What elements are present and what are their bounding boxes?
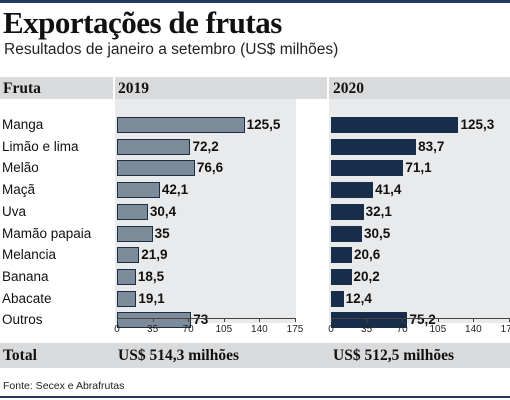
x-tick-label-2020: 140 bbox=[465, 324, 482, 335]
total-2020: US$ 512,5 milhões bbox=[333, 347, 454, 364]
value-label-2020: 75,2 bbox=[409, 312, 436, 328]
bar-2020 bbox=[331, 117, 459, 133]
bar-2019 bbox=[117, 182, 160, 199]
bar-2019 bbox=[117, 247, 140, 264]
value-label-2020: 32,1 bbox=[365, 203, 392, 219]
x-tick-label-2020: 175 bbox=[500, 324, 510, 335]
total-2019: US$ 514,3 milhões bbox=[118, 347, 239, 364]
bar-2019 bbox=[117, 203, 148, 220]
x-tick-label-2019: 70 bbox=[182, 324, 194, 335]
value-label-2020: 20,2 bbox=[353, 268, 380, 284]
top-rule bbox=[0, 0, 510, 3]
category-label: Abacate bbox=[2, 290, 52, 306]
x-tick-label-2019: 35 bbox=[147, 324, 159, 335]
bar-2020 bbox=[331, 182, 374, 199]
x-tick-2019 bbox=[259, 318, 261, 322]
category-label: Maçã bbox=[2, 182, 36, 198]
category-label: Banana bbox=[2, 268, 49, 284]
category-label: Manga bbox=[2, 117, 44, 132]
value-label-2020: 71,1 bbox=[405, 160, 432, 176]
bar-2020 bbox=[331, 290, 344, 307]
x-tick-label-2020: 105 bbox=[429, 324, 447, 335]
value-label-2020: 83,7 bbox=[418, 138, 445, 154]
divider-right bbox=[327, 77, 329, 343]
bar-2019 bbox=[117, 117, 245, 133]
x-tick-2019 bbox=[188, 318, 190, 322]
bar-2019 bbox=[117, 160, 195, 177]
value-label-2020: 30,5 bbox=[364, 225, 391, 241]
x-tick-label-2019: 175 bbox=[286, 324, 304, 335]
value-label-2020: 20,6 bbox=[353, 247, 381, 263]
header-band bbox=[0, 77, 510, 99]
chart-subtitle: Resultados de janeiro a setembro (US$ mi… bbox=[4, 41, 339, 58]
x-tick-2020 bbox=[473, 318, 475, 322]
chart-title: Exportações de frutas bbox=[3, 5, 282, 40]
category-label: Melão bbox=[2, 160, 39, 176]
category-label: Melancia bbox=[2, 247, 57, 263]
column-header-2020: 2020 bbox=[333, 80, 364, 97]
x-axis-2019 bbox=[117, 318, 295, 319]
bar-2020 bbox=[331, 225, 363, 242]
value-label-2019: 35 bbox=[154, 225, 170, 241]
value-label-2019: 72,2 bbox=[192, 138, 219, 154]
x-tick-label-2019: 140 bbox=[251, 324, 268, 335]
value-label-2019: 42,1 bbox=[161, 182, 189, 198]
x-tick-label-2020: 0 bbox=[328, 324, 334, 335]
source-note: Fonte: Secex e Abrafrutas bbox=[3, 380, 125, 392]
value-label-2019: 21,9 bbox=[141, 247, 168, 263]
bottom-rule bbox=[0, 396, 510, 398]
x-tick-2020 bbox=[366, 318, 368, 322]
x-tick-label-2020: 35 bbox=[361, 324, 373, 335]
x-tick-2020 bbox=[331, 318, 332, 322]
value-label-2019: 73 bbox=[193, 312, 209, 328]
value-label-2019: 30,4 bbox=[149, 203, 177, 219]
value-label-2019: 125,5 bbox=[246, 117, 281, 132]
category-label: Uva bbox=[2, 203, 27, 219]
x-tick-2019 bbox=[223, 318, 225, 322]
x-tick-2020 bbox=[437, 318, 439, 322]
category-label: Outros bbox=[2, 312, 43, 328]
x-tick-2019 bbox=[117, 318, 118, 322]
total-label: Total bbox=[3, 347, 37, 364]
divider-left bbox=[113, 77, 115, 343]
total-band bbox=[0, 343, 510, 368]
bar-2019 bbox=[117, 225, 153, 242]
x-axis-2020 bbox=[331, 318, 509, 319]
x-tick-2019 bbox=[152, 318, 154, 322]
value-label-2020: 12,4 bbox=[345, 290, 372, 306]
value-label-2020: 41,4 bbox=[375, 182, 402, 198]
x-tick-label-2019: 105 bbox=[215, 324, 233, 335]
column-header-fruta: Fruta bbox=[3, 80, 41, 97]
x-tick-2020 bbox=[402, 318, 404, 322]
value-label-2019: 19,1 bbox=[138, 290, 165, 306]
bar-2020 bbox=[331, 203, 364, 220]
category-label: Mamão papaia bbox=[2, 225, 92, 241]
value-label-2019: 76,6 bbox=[196, 160, 224, 176]
category-label: Limão e lima bbox=[2, 138, 79, 154]
bar-2020 bbox=[331, 160, 404, 177]
value-label-2019: 18,5 bbox=[137, 268, 165, 284]
x-tick-label-2019: 0 bbox=[114, 324, 120, 335]
bar-2020 bbox=[331, 268, 352, 285]
x-tick-label-2020: 70 bbox=[396, 324, 408, 335]
column-header-2019: 2019 bbox=[118, 80, 149, 97]
value-label-2020: 125,3 bbox=[460, 117, 495, 132]
x-tick-2019 bbox=[295, 318, 296, 322]
bar-2020 bbox=[331, 247, 352, 264]
bar-2020 bbox=[331, 138, 417, 155]
bar-2019 bbox=[117, 138, 191, 155]
bar-2019 bbox=[117, 268, 136, 285]
bar-2019 bbox=[117, 290, 137, 307]
